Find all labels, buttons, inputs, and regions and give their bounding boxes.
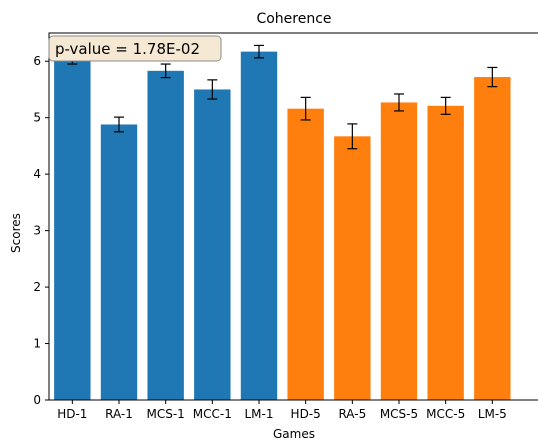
x-tick-label: MCC-1 xyxy=(193,407,232,421)
x-tick-label: HD-1 xyxy=(57,407,87,421)
axes-frame xyxy=(48,32,538,401)
error-bar-ra-5 xyxy=(347,123,358,150)
y-tick-label: 5 xyxy=(33,111,41,125)
error-bar-hd-5 xyxy=(300,96,311,121)
p-value-text: p-value = 1.78E-02 xyxy=(55,40,200,58)
x-tick-label: MCC-5 xyxy=(426,407,465,421)
y-tick-label: 4 xyxy=(33,167,41,181)
axes-border xyxy=(48,32,538,401)
error-bar-ra-1 xyxy=(114,116,124,133)
bars-layer xyxy=(54,51,511,401)
x-tick-label: MCS-5 xyxy=(380,407,418,421)
y-tick-label: 3 xyxy=(33,224,41,238)
bar-ra-1 xyxy=(100,124,138,400)
x-tick-label: LM-5 xyxy=(478,407,507,421)
bar-mcs-5 xyxy=(380,102,418,400)
y-tick-label: 6 xyxy=(33,54,41,68)
bar-hd-1 xyxy=(54,57,91,400)
error-bar-lm-5 xyxy=(487,66,498,88)
bar-lm-1 xyxy=(240,51,278,400)
y-tick-label: 2 xyxy=(33,280,41,294)
x-tick-label: HD-5 xyxy=(291,407,321,421)
error-bar-mcs-1 xyxy=(160,63,171,79)
bar-hd-5 xyxy=(287,108,324,400)
bar-mcc-5 xyxy=(427,105,464,400)
bar-ra-5 xyxy=(334,136,371,400)
y-tick-label: 1 xyxy=(33,337,41,351)
x-axis-label: Games xyxy=(273,427,315,440)
error-bars-layer xyxy=(67,44,498,150)
x-tick-label: MCS-1 xyxy=(147,407,185,421)
p-value-box xyxy=(48,35,222,62)
x-tick-label: LM-1 xyxy=(244,407,273,421)
bar-mcs-1 xyxy=(147,70,184,400)
error-bar-mcc-5 xyxy=(440,96,451,115)
error-bar-mcc-1 xyxy=(207,79,218,100)
x-tick-label: RA-5 xyxy=(338,407,366,421)
y-axis-label: Scores xyxy=(9,213,23,253)
bar-lm-5 xyxy=(474,77,511,400)
y-ticks-layer: 0 1 2 3 4 5 6 xyxy=(33,54,49,407)
error-bar-lm-1 xyxy=(254,44,264,59)
error-bar-mcs-5 xyxy=(394,93,404,112)
y-tick-label: 0 xyxy=(33,393,41,407)
x-tick-label: RA-1 xyxy=(105,407,133,421)
bar-mcc-1 xyxy=(194,89,231,401)
chart-title: Coherence xyxy=(256,11,331,27)
p-value-annotation: p-value = 1.78E-02 xyxy=(48,35,222,62)
x-ticks-layer: HD-1 RA-1 MCS-1 MCC-1 LM-1 HD-5 RA-5 MCS-5 MCC-5… xyxy=(57,400,507,421)
